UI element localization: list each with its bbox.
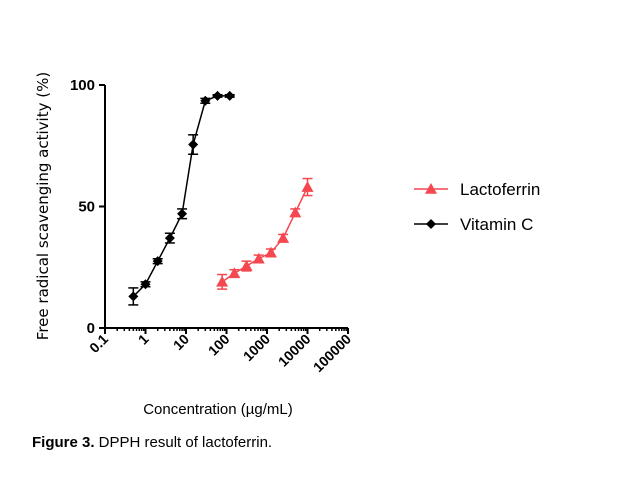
data-point-lactoferrin: [264, 246, 277, 258]
x-tick-label: 100000: [310, 331, 354, 375]
data-point-vitamin-c: [188, 139, 199, 150]
series-line-vitamin-c: [132, 95, 230, 297]
data-point-vitamin-c: [164, 233, 175, 244]
data-point-vitamin-c: [140, 279, 151, 290]
data-point-vitamin-c: [224, 90, 235, 101]
data-point-lactoferrin: [301, 181, 314, 192]
x-tick-label: 1000: [240, 331, 273, 364]
y-tick-label: 50: [78, 199, 95, 216]
data-point-lactoferrin: [216, 275, 229, 287]
data-point-lactoferrin: [252, 252, 265, 264]
series-line-lactoferrin: [221, 186, 309, 283]
x-tick-label: 10000: [275, 331, 314, 370]
y-axis-title: Free radical scavenging activity (%): [34, 72, 52, 340]
legend-label-vitamin-c: Vitamin C: [460, 215, 533, 234]
data-point-vitamin-c: [152, 256, 163, 267]
x-tick-label: 10: [170, 331, 192, 353]
data-point-vitamin-c: [128, 291, 139, 302]
x-axis-title: Concentration (µg/mL): [143, 401, 293, 418]
figure-caption-text: DPPH result of lactoferrin.: [94, 434, 273, 451]
legend-marker-vitamin-c: [426, 219, 436, 229]
data-point-vitamin-c: [177, 208, 188, 219]
x-tick-label: 1: [135, 331, 152, 348]
data-point-vitamin-c: [200, 95, 211, 106]
data-point-vitamin-c: [212, 90, 223, 101]
figure-label: Figure 3.: [32, 434, 95, 451]
legend-marker-lactoferrin: [425, 183, 437, 194]
x-tick-label: 100: [205, 331, 233, 359]
data-point-lactoferrin: [228, 267, 241, 279]
figure-caption: Figure 3. DPPH result of lactoferrin.: [32, 434, 272, 451]
y-tick-label: 100: [70, 77, 95, 94]
data-point-lactoferrin: [277, 232, 290, 243]
y-tick-label: 0: [87, 320, 95, 337]
data-point-lactoferrin: [289, 206, 302, 218]
legend-label-lactoferrin: Lactoferrin: [460, 180, 540, 199]
data-point-lactoferrin: [240, 260, 253, 271]
